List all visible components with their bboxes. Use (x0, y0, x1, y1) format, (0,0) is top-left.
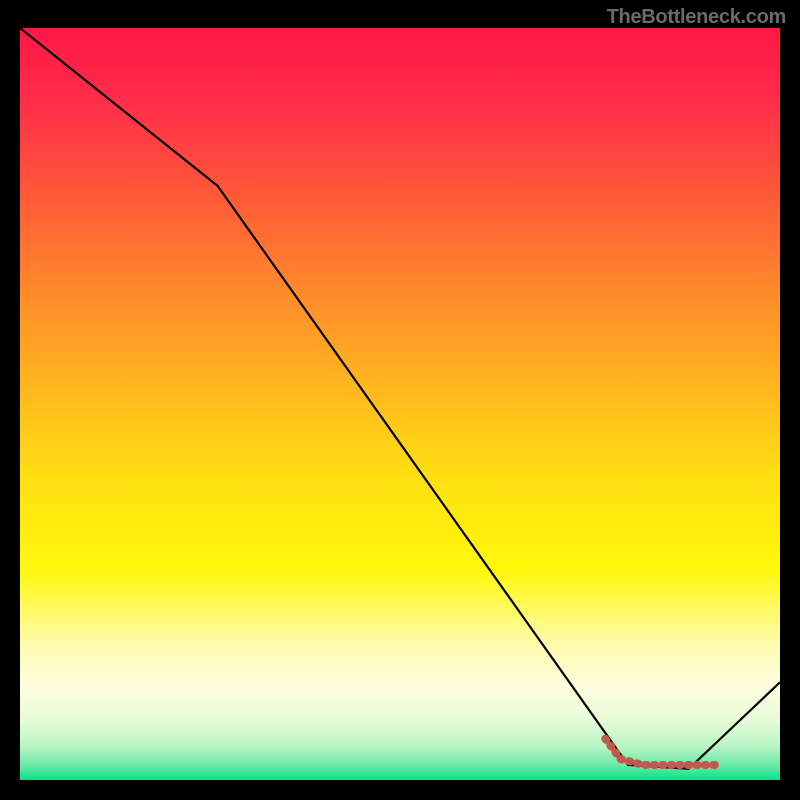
bottleneck-line (20, 28, 780, 769)
watermark-text: TheBottleneck.com (607, 6, 786, 29)
optimal-range-marker (605, 739, 719, 765)
plot-area (20, 28, 780, 780)
chart-overlay (20, 28, 780, 780)
